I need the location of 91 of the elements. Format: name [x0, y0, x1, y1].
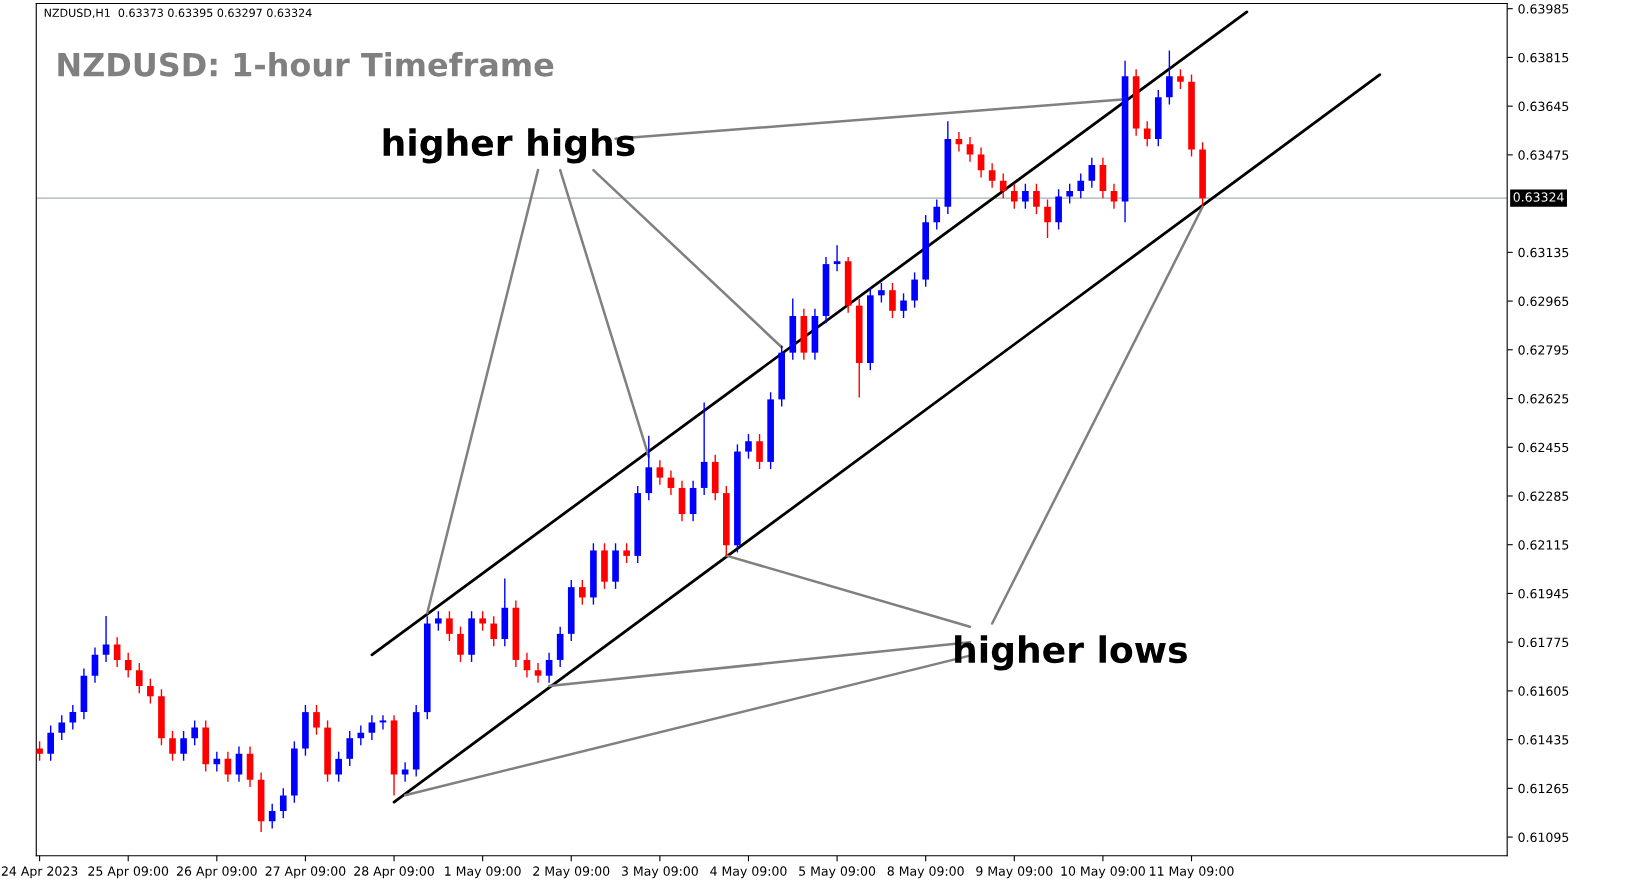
candlestick — [124, 652, 132, 679]
candlestick — [401, 761, 409, 783]
candlestick — [169, 730, 176, 762]
candlestick — [1022, 183, 1029, 210]
candlestick — [191, 719, 198, 747]
candlestick — [1088, 157, 1096, 189]
candlestick — [1077, 172, 1085, 199]
x-tick-label: 26 Apr 09:00 — [176, 866, 257, 879]
y-tick-label: 0.63985 — [1518, 4, 1569, 14]
y-tick-label: 0.62965 — [1518, 296, 1569, 306]
candlestick — [180, 730, 187, 762]
candlestick — [102, 615, 110, 663]
candlestick — [656, 459, 664, 486]
candlestick — [878, 282, 885, 304]
y-tick-label: 0.61605 — [1518, 686, 1569, 696]
candlestick — [1033, 183, 1040, 215]
candlestick — [58, 714, 66, 741]
candlestick — [911, 271, 918, 309]
x-tick-label: 28 Apr 09:00 — [354, 866, 434, 879]
candlestick — [446, 610, 453, 642]
candlestick — [457, 625, 464, 663]
candlestick — [346, 730, 354, 767]
candlestick — [490, 615, 498, 647]
candlestick — [357, 724, 365, 747]
y-tick-label: 0.62285 — [1518, 491, 1569, 501]
candlestick — [966, 136, 974, 163]
candlestick — [933, 198, 941, 231]
candlestick — [91, 646, 99, 684]
annotation: NZDUSD,H1 0.63373 0.63395 0.63297 0.63324 — [44, 8, 312, 19]
y-tick-label: 0.61775 — [1518, 637, 1569, 648]
y-tick-label: 0.63645 — [1518, 101, 1569, 112]
candlestick — [833, 244, 841, 272]
candlestick — [368, 714, 376, 741]
candlestick — [545, 652, 553, 684]
annotation: higher lows — [955, 635, 1187, 671]
candlestick — [235, 745, 243, 783]
y-tick-label: 0.62795 — [1518, 345, 1569, 355]
text: NZDUSD: 1-hour Timeframe — [58, 51, 554, 77]
candlestick — [988, 162, 996, 189]
candlestick — [1177, 68, 1184, 90]
candlestick — [756, 433, 763, 470]
candlestick — [579, 579, 586, 606]
y-tick-label: 0.61265 — [1518, 783, 1569, 794]
ref-line-label: 0.63324 — [1513, 192, 1564, 202]
x-tick-label: 8 May 09:00 — [887, 866, 964, 879]
y-tick-label: 0.62115 — [1518, 540, 1569, 550]
y-tick-label: 0.62625 — [1518, 394, 1569, 404]
annotation: higher highs — [383, 128, 635, 164]
candlestick — [479, 610, 486, 632]
candlestick — [1010, 183, 1018, 210]
candlestick — [1110, 183, 1118, 210]
candlestick — [224, 750, 232, 783]
x-tick-label: 3 May 09:00 — [621, 866, 698, 879]
x-tick-label: 11 May 09:00 — [1150, 866, 1234, 879]
candlestick — [435, 610, 442, 632]
y-tick-label: 0.63815 — [1518, 52, 1569, 63]
x-tick-label: 27 Apr 09:00 — [265, 866, 346, 879]
candlestick — [335, 750, 342, 783]
candlestick — [135, 662, 143, 694]
candlestick — [745, 433, 752, 460]
x-tick-label: 4 May 09:00 — [710, 866, 787, 879]
candlestick — [47, 724, 54, 762]
x-tick-label: 5 May 09:00 — [799, 866, 876, 879]
candlestick — [889, 282, 896, 319]
candlestick — [313, 704, 320, 736]
candlestick — [1044, 198, 1051, 239]
candlestick — [379, 714, 387, 731]
candlestick — [999, 172, 1007, 199]
y-tick-label: 0.63135 — [1518, 247, 1569, 258]
x-tick-label: 10 May 09:00 — [1061, 866, 1145, 879]
x-tick-label: 25 Apr 09:00 — [88, 866, 169, 879]
candlestick — [623, 542, 630, 564]
candlestick — [1143, 120, 1151, 147]
candlestick — [1166, 49, 1173, 106]
x-tick-label: 1 May 09:00 — [445, 866, 521, 879]
candlestick — [900, 292, 907, 319]
candlestick — [1066, 183, 1073, 205]
x-tick-label: 24 Apr 2023 — [1, 866, 78, 879]
candlestick — [147, 678, 154, 705]
candlestick — [279, 787, 287, 819]
candlestick — [534, 662, 542, 684]
candlestick — [268, 803, 276, 830]
candlestick — [113, 636, 121, 668]
y-tick-label: 0.61945 — [1518, 588, 1569, 599]
x-tick-label: 9 May 09:00 — [976, 866, 1053, 879]
x-tick-label: 2 May 09:00 — [533, 866, 610, 879]
y-tick-label: 0.61435 — [1518, 735, 1569, 745]
y-tick-label: 0.63475 — [1518, 150, 1569, 160]
y-tick-label: 0.61095 — [1518, 832, 1569, 843]
candlestick — [213, 750, 221, 773]
y-tick-label: 0.62455 — [1518, 442, 1569, 453]
